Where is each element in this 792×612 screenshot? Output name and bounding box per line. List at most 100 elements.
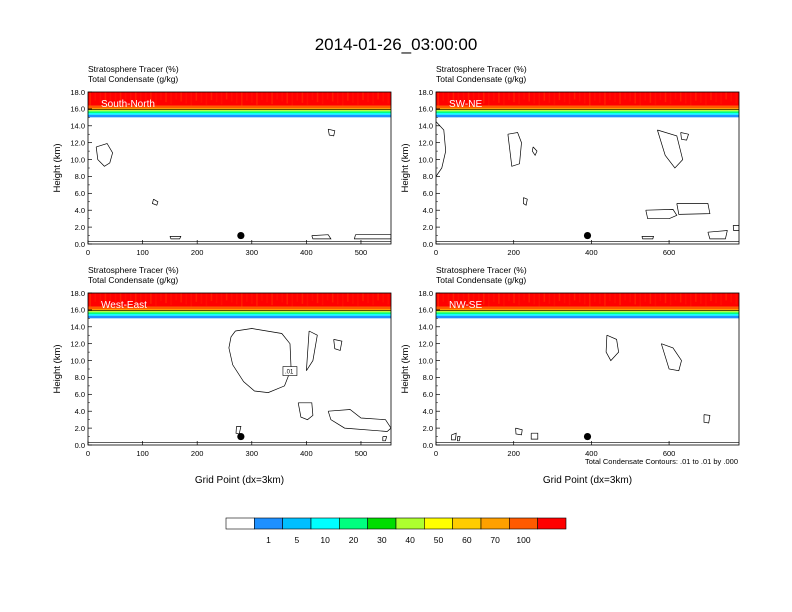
tracer-streak: [599, 293, 601, 304]
tracer-streak: [372, 293, 374, 306]
condensate-contour: [645, 209, 678, 220]
tracer-streak: [558, 92, 561, 101]
condensate-contour: [523, 197, 528, 206]
tracer-streak: [286, 92, 288, 104]
tracer-streak: [200, 92, 203, 103]
x-tick-label: 500: [355, 248, 368, 257]
plot-area: [88, 293, 391, 445]
tracer-streak: [523, 92, 525, 100]
tracer-streak: [235, 293, 238, 305]
tracer-streak: [119, 92, 122, 105]
colorbar-swatch: [339, 517, 368, 530]
tracer-streak: [306, 92, 309, 105]
colorbar-swatch: [282, 517, 312, 530]
tracer-streak: [170, 293, 172, 306]
y-tick-label: 4.0: [75, 206, 85, 215]
tracer-streak: [190, 293, 193, 307]
tracer-streak: [518, 92, 520, 105]
panel-label: SW-NE: [449, 99, 482, 110]
tracer-streak: [604, 293, 606, 306]
tracer-streak: [644, 92, 647, 101]
tracer-streak: [357, 293, 359, 306]
tracer-streak: [342, 92, 344, 106]
tracer-streak: [629, 293, 631, 303]
tracer-streak: [251, 92, 253, 103]
tracer-streak: [553, 92, 556, 105]
tracer-streak: [276, 92, 278, 100]
y-axis-label: Height (km): [52, 344, 63, 393]
tracer-streak: [306, 293, 309, 306]
tracer-band: [436, 114, 739, 118]
tracer-streak: [352, 293, 354, 304]
x-tick-label: 400: [300, 248, 313, 257]
panel-label: NW-SE: [449, 300, 482, 311]
tracer-streak: [256, 293, 258, 306]
y-axis-label: Height (km): [52, 143, 63, 192]
tracer-streak: [296, 92, 299, 101]
tracer-streak: [251, 293, 253, 304]
tracer-band: [88, 114, 391, 118]
colorbar-label: 20: [349, 535, 359, 545]
tracer-band: [88, 309, 391, 312]
location-marker: [583, 432, 592, 441]
tracer-streak: [715, 92, 717, 103]
condensate-contour: [297, 402, 314, 421]
tracer-streak: [508, 293, 510, 302]
tracer-streak: [467, 92, 470, 105]
y-tick-label: 4.0: [423, 407, 433, 416]
tracer-streak: [387, 293, 389, 305]
condensate-contour: [382, 436, 388, 442]
tracer-streak: [230, 92, 233, 102]
tracer-streak: [624, 293, 626, 301]
tracer-streak: [533, 293, 535, 305]
y-tick-label: 8.0: [423, 373, 433, 382]
tracer-streak: [654, 293, 657, 306]
tracer-band: [88, 314, 391, 316]
colorbar-swatch: [480, 517, 510, 530]
tracer-streak: [246, 92, 248, 101]
tracer-streak: [326, 293, 329, 301]
y-tick-label: 8.0: [75, 172, 85, 181]
tracer-streak: [730, 92, 732, 102]
tracer-streak: [331, 293, 334, 303]
x-tick-label: 400: [585, 248, 598, 257]
colorbar-swatch: [367, 517, 397, 530]
y-tick-label: 8.0: [423, 172, 433, 181]
tracer-streak: [104, 293, 107, 306]
tracer-streak: [725, 293, 727, 301]
tracer-streak: [543, 293, 546, 302]
y-tick-label: 18.0: [70, 88, 85, 97]
colorbar-label: 60: [462, 535, 472, 545]
y-tick-label: 14.0: [418, 323, 433, 332]
panel-header-condensate: Total Condensate (g/kg): [436, 74, 526, 84]
tracer-streak: [705, 92, 707, 105]
y-tick-label: 16.0: [418, 306, 433, 315]
tracer-streak: [336, 92, 339, 104]
y-tick-label: 2.0: [75, 424, 85, 433]
tracer-band: [436, 110, 739, 112]
tracer-band: [88, 315, 391, 319]
condensate-contour: [676, 203, 711, 215]
tracer-band: [436, 111, 739, 114]
tracer-streak: [477, 293, 480, 303]
tracer-streak: [347, 293, 349, 302]
tracer-streak: [498, 92, 500, 103]
tracer-streak: [180, 92, 182, 102]
tracer-streak: [604, 92, 606, 105]
y-tick-label: 12.0: [70, 339, 85, 348]
panel-header-tracer: Stratosphere Tracer (%): [436, 64, 527, 74]
panel-header-condensate: Total Condensate (g/kg): [436, 275, 526, 285]
condensate-contour: [507, 132, 522, 167]
tracer-streak: [624, 92, 626, 100]
tracer-streak: [462, 92, 465, 103]
tracer-band: [436, 314, 739, 316]
y-tick-label: 16.0: [70, 105, 85, 114]
tracer-streak: [145, 293, 147, 302]
tracer-streak: [89, 293, 92, 307]
tracer-streak: [725, 92, 727, 100]
tracer-streak: [377, 293, 379, 301]
tracer-streak: [573, 92, 576, 100]
tracer-streak: [150, 293, 152, 304]
location-marker: [237, 231, 245, 240]
tracer-streak: [609, 92, 611, 101]
